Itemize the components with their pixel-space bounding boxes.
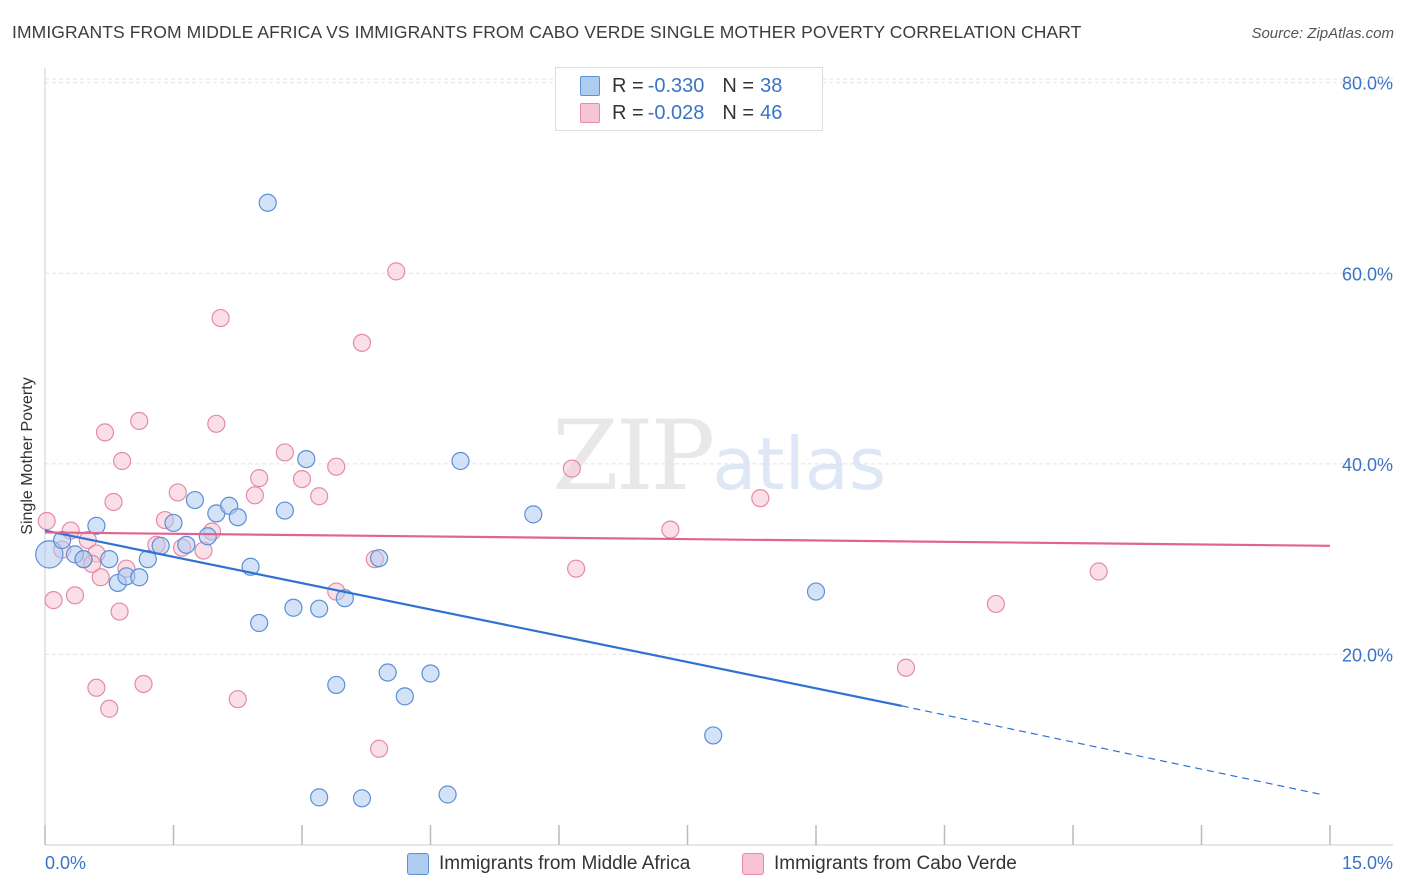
cabo-verde-point xyxy=(44,591,63,610)
middle-africa-point xyxy=(438,785,457,804)
cabo-verde-point xyxy=(310,487,329,506)
middle-africa-point xyxy=(87,516,106,535)
cabo-verde-point xyxy=(87,678,106,697)
cabo-verde-point xyxy=(245,486,264,505)
middle-africa-point xyxy=(806,582,826,601)
middle-africa-point xyxy=(130,568,149,587)
y-tick-label: 60.0% xyxy=(1342,264,1393,284)
cabo-verde-trendline xyxy=(44,531,1331,547)
middle-africa-point xyxy=(378,663,397,682)
middle-africa-point xyxy=(524,505,543,524)
cabo-verde-point xyxy=(896,658,916,677)
middle-africa-point xyxy=(451,451,470,471)
cabo-verde-point xyxy=(661,520,680,539)
cabo-verde-point xyxy=(95,423,115,442)
middle-africa-point xyxy=(177,535,196,554)
correlation-legend: R = -0.330 N = 38 R = -0.028 N = 46 xyxy=(555,67,823,131)
r-value: -0.028 xyxy=(647,101,705,124)
cabo-verde-point xyxy=(327,457,346,476)
cabo-verde-point xyxy=(562,459,581,478)
y-axis-label: Single Mother Poverty xyxy=(19,377,36,535)
cabo-verde-point xyxy=(986,594,1006,614)
middle-africa-point xyxy=(164,513,183,533)
cabo-verde-point xyxy=(91,568,110,587)
n-label: N = xyxy=(722,74,755,97)
series-legend-middle-africa[interactable]: Immigrants from Middle Africa xyxy=(407,850,690,878)
r-value: -0.330 xyxy=(647,74,705,97)
middle-africa-point xyxy=(100,550,119,569)
cabo-verde-point xyxy=(168,483,187,502)
cabo-verde-point xyxy=(250,469,269,488)
middle-africa-point xyxy=(151,536,170,555)
blue-swatch-icon xyxy=(580,76,600,96)
middle-africa-point xyxy=(250,613,269,633)
cabo-verde-point xyxy=(211,308,230,328)
cabo-verde-point xyxy=(37,511,56,531)
cabo-verde-point xyxy=(130,411,149,431)
middle-africa-point xyxy=(297,449,316,469)
middle-africa-point xyxy=(185,490,205,510)
y-tick-label: 20.0% xyxy=(1342,645,1393,665)
middle-africa-point xyxy=(327,675,346,695)
cabo-verde-point xyxy=(387,262,406,281)
r-label: R = xyxy=(612,101,644,124)
middle-africa-point xyxy=(704,726,723,745)
n-value: 46 xyxy=(760,101,783,124)
pink-swatch-icon xyxy=(742,853,764,875)
y-tick-label: 80.0% xyxy=(1342,74,1393,94)
middle-africa-point xyxy=(352,789,372,808)
legend-row-middle-africa: R = -0.330 N = 38 xyxy=(580,74,782,98)
cabo-verde-point xyxy=(567,559,586,578)
middle-africa-point xyxy=(74,550,93,569)
middle-africa-point xyxy=(275,501,294,520)
middle-africa-point xyxy=(228,508,247,527)
n-value: 38 xyxy=(760,74,783,97)
cabo-verde-point xyxy=(292,469,312,489)
x-tick-label: 15.0% xyxy=(1342,853,1393,873)
middle-africa-point xyxy=(370,549,389,568)
chart-title: IMMIGRANTS FROM MIDDLE AFRICA VS IMMIGRA… xyxy=(12,22,1082,42)
middle-africa-trendline xyxy=(44,529,902,707)
cabo-verde-point xyxy=(1089,562,1108,581)
middle-africa-point xyxy=(198,527,217,546)
cabo-verde-point xyxy=(751,489,770,508)
cabo-verde-point xyxy=(65,586,85,605)
x-tick-label: 0.0% xyxy=(45,853,86,873)
middle-africa-point xyxy=(395,687,414,706)
middle-africa-point xyxy=(335,589,354,608)
n-label: N = xyxy=(722,101,755,124)
cabo-verde-point xyxy=(100,699,119,718)
blue-swatch-icon xyxy=(407,853,429,875)
cabo-verde-point xyxy=(112,451,132,471)
cabo-verde-point xyxy=(228,690,247,709)
series-legend-label: Immigrants from Middle Africa xyxy=(439,853,691,874)
middle-africa-point xyxy=(284,598,303,617)
middle-africa-point xyxy=(310,788,329,807)
cabo-verde-point xyxy=(370,739,389,758)
pink-swatch-icon xyxy=(580,103,600,123)
middle-africa-point xyxy=(35,540,64,569)
y-tick-label: 40.0% xyxy=(1342,455,1393,475)
watermark-zip: ZIP xyxy=(552,400,715,512)
middle-africa-point xyxy=(421,664,440,683)
cabo-verde-point xyxy=(104,492,123,512)
legend-row-cabo-verde: R = -0.028 N = 46 xyxy=(580,101,782,125)
cabo-verde-point xyxy=(110,602,129,621)
cabo-verde-point xyxy=(134,674,153,694)
series-legend-cabo-verde[interactable]: Immigrants from Cabo Verde xyxy=(742,850,1017,878)
series-legend-label: Immigrants from Cabo Verde xyxy=(774,853,1017,874)
middle-africa-trendline-extension xyxy=(901,705,1322,796)
r-label: R = xyxy=(612,74,644,97)
cabo-verde-point xyxy=(207,414,226,433)
middle-africa-point xyxy=(310,599,329,618)
cabo-verde-point xyxy=(352,333,372,352)
source-label: Source: ZipAtlas.com xyxy=(1251,25,1394,42)
cabo-verde-point xyxy=(275,443,294,462)
middle-africa-point xyxy=(258,193,277,212)
